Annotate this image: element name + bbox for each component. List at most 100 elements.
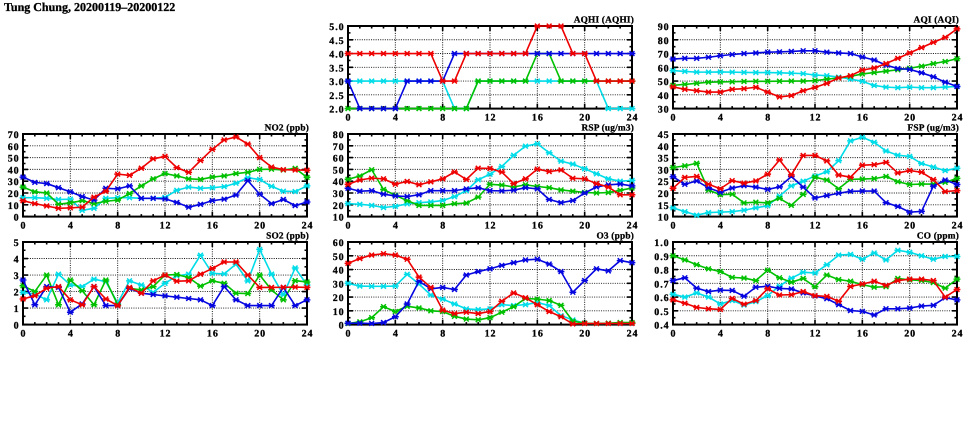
svg-text:0: 0 (339, 321, 345, 332)
svg-text:12: 12 (160, 328, 172, 339)
svg-text:24: 24 (627, 328, 639, 339)
svg-text:0: 0 (671, 112, 677, 123)
svg-text:40: 40 (658, 91, 670, 102)
svg-text:8: 8 (115, 220, 121, 231)
svg-text:4: 4 (718, 328, 724, 339)
svg-text:24: 24 (952, 328, 964, 339)
svg-text:AQHI (AQHI): AQHI (AQHI) (574, 16, 634, 26)
svg-text:0.9: 0.9 (654, 252, 669, 263)
svg-text:70: 70 (8, 130, 20, 141)
svg-text:SO2 (ppb): SO2 (ppb) (266, 232, 309, 242)
svg-text:60: 60 (333, 238, 345, 249)
svg-text:4: 4 (393, 112, 399, 123)
svg-text:30: 30 (8, 177, 20, 188)
svg-text:0: 0 (671, 328, 677, 339)
svg-text:0: 0 (21, 220, 27, 231)
svg-text:24: 24 (302, 220, 314, 231)
svg-text:0: 0 (14, 321, 20, 332)
svg-text:8: 8 (765, 112, 771, 123)
svg-text:1.0: 1.0 (654, 238, 669, 249)
svg-text:12: 12 (810, 112, 822, 123)
svg-text:16: 16 (532, 112, 544, 123)
svg-text:40: 40 (658, 142, 670, 153)
svg-text:5: 5 (14, 238, 20, 249)
svg-text:24: 24 (627, 220, 639, 231)
svg-text:NO2 (ppb): NO2 (ppb) (265, 124, 309, 134)
svg-text:12: 12 (485, 112, 497, 123)
svg-text:60: 60 (333, 154, 345, 165)
svg-text:FSP (ug/m3): FSP (ug/m3) (907, 124, 959, 134)
svg-text:20: 20 (904, 112, 916, 123)
svg-text:8: 8 (440, 112, 446, 123)
svg-text:70: 70 (658, 50, 670, 61)
svg-text:4.5: 4.5 (329, 36, 344, 47)
svg-text:CO (ppm): CO (ppm) (917, 232, 959, 242)
svg-text:60: 60 (8, 142, 20, 153)
svg-text:4: 4 (718, 112, 724, 123)
svg-text:24: 24 (627, 112, 639, 123)
svg-text:4: 4 (68, 328, 74, 339)
svg-text:2.5: 2.5 (329, 91, 344, 102)
svg-text:20: 20 (579, 328, 591, 339)
svg-text:3: 3 (14, 271, 20, 282)
svg-text:2.0: 2.0 (329, 105, 344, 116)
svg-text:0.5: 0.5 (654, 307, 669, 318)
svg-text:4: 4 (14, 255, 20, 266)
svg-text:0: 0 (346, 112, 352, 123)
svg-text:10: 10 (8, 201, 20, 212)
svg-text:3.5: 3.5 (329, 63, 344, 74)
svg-text:70: 70 (333, 142, 345, 153)
svg-text:24: 24 (952, 112, 964, 123)
svg-text:4: 4 (393, 328, 399, 339)
svg-text:20: 20 (8, 189, 20, 200)
svg-text:45: 45 (658, 130, 670, 141)
svg-text:1: 1 (14, 304, 20, 315)
svg-text:12: 12 (810, 328, 822, 339)
svg-text:4: 4 (718, 220, 724, 231)
svg-text:16: 16 (207, 220, 219, 231)
svg-text:4: 4 (68, 220, 74, 231)
svg-text:10: 10 (658, 213, 670, 224)
svg-text:50: 50 (8, 154, 20, 165)
svg-text:15: 15 (658, 201, 670, 212)
svg-text:O3 (ppb): O3 (ppb) (596, 232, 634, 242)
svg-text:16: 16 (857, 112, 869, 123)
svg-text:35: 35 (658, 154, 670, 165)
svg-text:20: 20 (333, 293, 345, 304)
svg-text:8: 8 (765, 328, 771, 339)
svg-text:16: 16 (857, 220, 869, 231)
svg-text:80: 80 (658, 36, 670, 47)
svg-text:RSP (ug/m3): RSP (ug/m3) (581, 124, 634, 134)
svg-text:Tung Chung, 20200119–20200122: Tung Chung, 20200119–20200122 (4, 0, 175, 14)
svg-text:50: 50 (333, 252, 345, 263)
svg-text:5.0: 5.0 (329, 22, 344, 33)
svg-text:30: 30 (658, 165, 670, 176)
svg-text:0.6: 0.6 (654, 293, 669, 304)
svg-text:80: 80 (333, 130, 345, 141)
svg-text:50: 50 (333, 165, 345, 176)
svg-text:40: 40 (8, 165, 20, 176)
svg-text:20: 20 (579, 220, 591, 231)
svg-text:3.0: 3.0 (329, 77, 344, 88)
svg-text:16: 16 (532, 328, 544, 339)
svg-text:90: 90 (658, 22, 670, 33)
svg-text:20: 20 (904, 220, 916, 231)
svg-text:8: 8 (765, 220, 771, 231)
svg-text:8: 8 (115, 328, 121, 339)
svg-text:0.7: 0.7 (654, 279, 669, 290)
svg-text:12: 12 (485, 220, 497, 231)
svg-text:0.8: 0.8 (654, 266, 669, 277)
svg-text:10: 10 (333, 307, 345, 318)
svg-text:0: 0 (21, 328, 27, 339)
svg-text:AQI (AQI): AQI (AQI) (914, 16, 959, 26)
svg-text:24: 24 (302, 328, 314, 339)
svg-text:30: 30 (658, 105, 670, 116)
svg-text:16: 16 (207, 328, 219, 339)
svg-text:12: 12 (160, 220, 172, 231)
svg-text:0: 0 (671, 220, 677, 231)
svg-text:20: 20 (658, 189, 670, 200)
svg-text:24: 24 (952, 220, 964, 231)
svg-text:12: 12 (485, 328, 497, 339)
svg-text:8: 8 (440, 328, 446, 339)
svg-text:20: 20 (333, 201, 345, 212)
